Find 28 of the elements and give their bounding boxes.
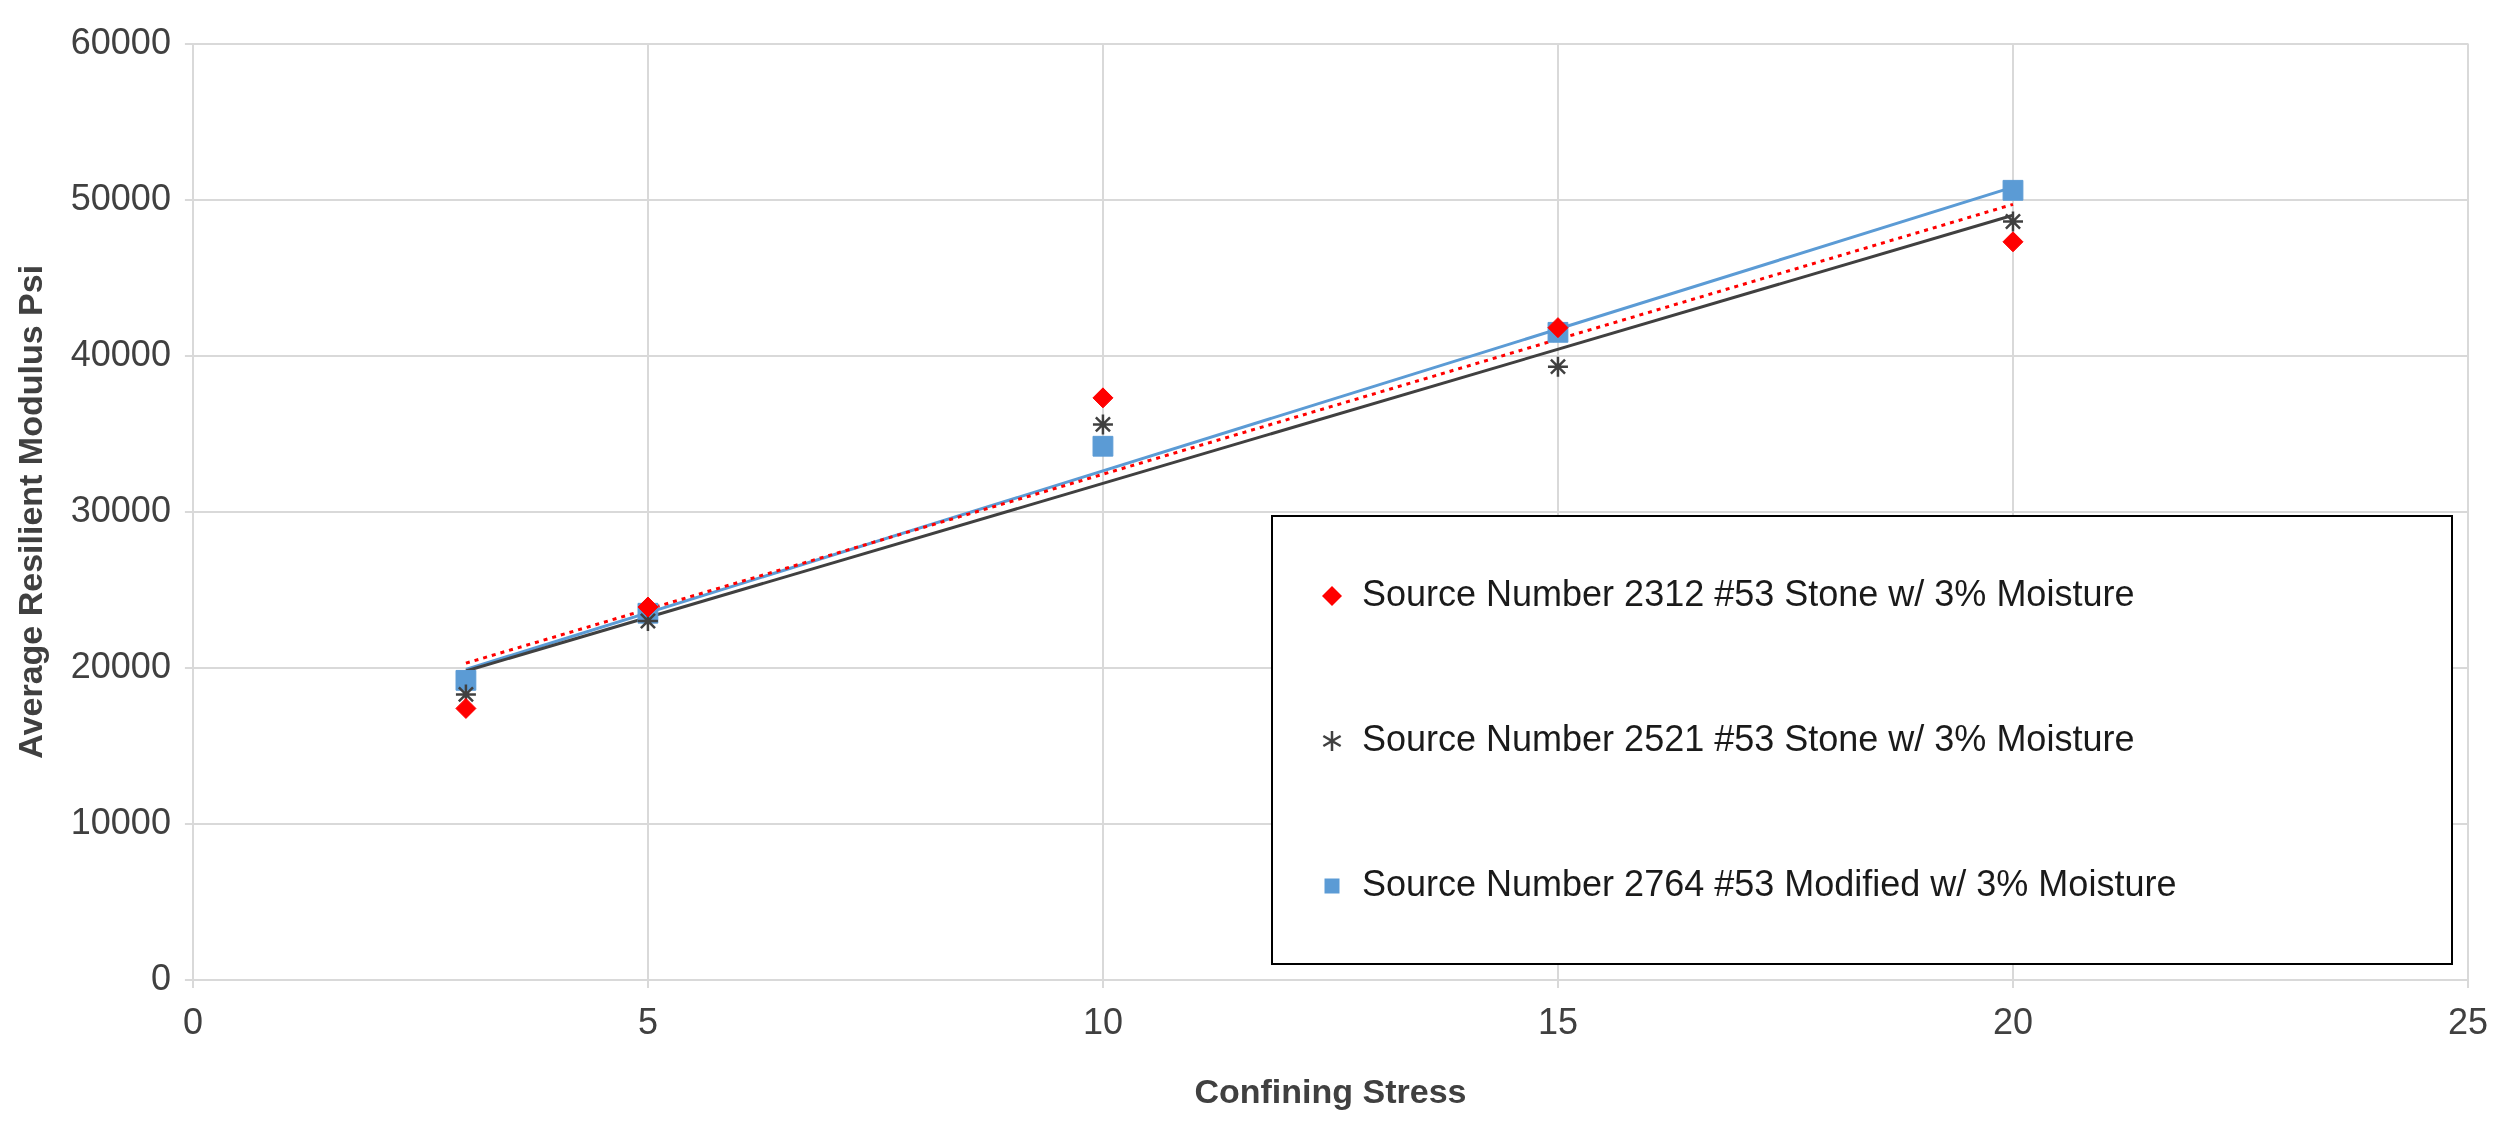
- y-axis-title: Average Resilient Modulus Psi: [10, 264, 49, 759]
- point: [1092, 435, 1114, 457]
- point: [2002, 179, 2024, 201]
- x-tick-label: 15: [1537, 1000, 1578, 1042]
- legend-label: Source Number 2312 #53 Stone w/ 3% Moisture: [1362, 572, 2135, 614]
- y-tick-label: 50000: [70, 176, 171, 218]
- point: [455, 669, 477, 691]
- x-tick-label: 25: [2447, 1000, 2489, 1042]
- y-tick-label: 10000: [70, 800, 171, 842]
- legend-label: Source Number 2521 #53 Stone w/ 3% Moisture: [1362, 717, 2135, 759]
- x-tick-label: 5: [637, 1000, 658, 1042]
- x-axis-title: Confining Stress: [1194, 1071, 1467, 1110]
- point: [2001, 210, 2025, 233]
- x-tick-label: 0: [182, 1000, 203, 1042]
- y-tick-label: 0: [150, 956, 171, 998]
- y-tick-label: 40000: [70, 332, 171, 374]
- point: [1092, 387, 1114, 409]
- x-tick-label: 20: [1992, 1000, 2033, 1042]
- y-tick-label: 60000: [70, 20, 171, 62]
- y-tick-label: 20000: [70, 644, 171, 686]
- point: [1546, 355, 1570, 378]
- point: [455, 697, 477, 719]
- x-tick-label: 10: [1082, 1000, 1123, 1042]
- point: [2002, 231, 2024, 253]
- legend-label: Source Number 2764 #53 Modified w/ 3% Moisture: [1362, 862, 2177, 904]
- point: [1091, 413, 1115, 436]
- point: [637, 596, 659, 618]
- y-tick-label: 30000: [70, 488, 171, 530]
